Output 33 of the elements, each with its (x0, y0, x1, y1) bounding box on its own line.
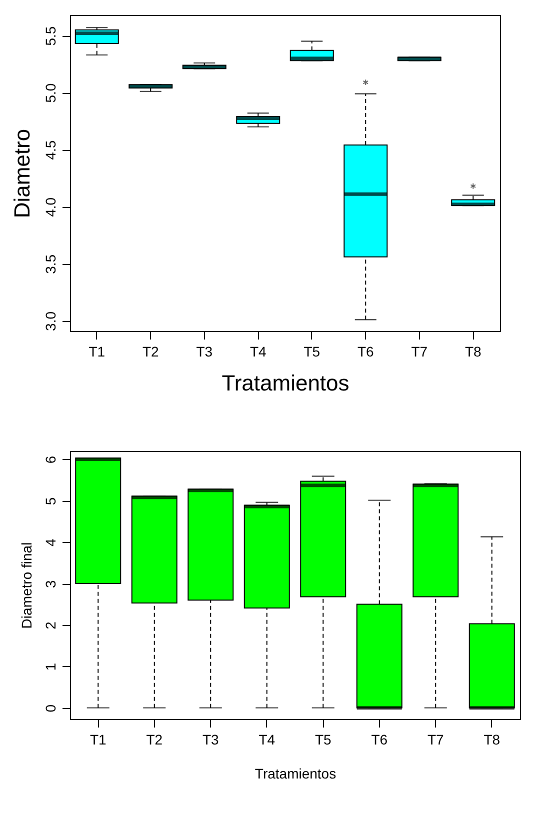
x-tick-label: T1 (88, 344, 106, 360)
x-tick-label: T8 (464, 344, 482, 360)
y-axis-title: Diametro final (18, 542, 34, 629)
x-tick-label: T6 (357, 344, 374, 360)
x-tick-label: T2 (142, 344, 160, 360)
x-tick-label: T3 (196, 344, 213, 360)
x-tick-label: T4 (258, 732, 276, 748)
x-tick-label: T7 (427, 732, 444, 748)
x-tick-label: T1 (90, 732, 107, 748)
x-tick-label: T8 (484, 732, 500, 748)
y-tick-label: 3.0 (42, 311, 58, 331)
y-tick-label: 4.5 (42, 140, 58, 160)
y-tick-label: 0 (42, 704, 58, 712)
y-tick-label: 5.0 (42, 83, 58, 103)
y-tick-label: 2 (42, 621, 58, 630)
x-tick-label: T7 (411, 344, 428, 360)
y-tick-label: 3 (42, 580, 58, 588)
x-axis-title: Tratamientos (254, 766, 336, 782)
x-tick-label: T3 (202, 732, 220, 748)
x-axis-title: Tratamientos (222, 370, 350, 396)
x-tick-label: T6 (371, 732, 388, 748)
x-tick-label: T4 (250, 344, 267, 360)
x-tick-label: T2 (146, 732, 163, 748)
y-tick-label: 4.0 (42, 197, 58, 217)
x-tick-label: T5 (304, 344, 320, 360)
y-tick-label: 5 (42, 497, 58, 506)
y-tick-label: 1 (42, 662, 58, 671)
y-tick-label: 5.5 (42, 26, 58, 46)
y-tick-label: 6 (42, 456, 58, 464)
y-axis-title: Diametro (10, 128, 34, 218)
y-tick-label: 3.5 (42, 254, 58, 274)
y-tick-label: 4 (42, 538, 58, 547)
x-tick-label: T5 (314, 732, 332, 748)
